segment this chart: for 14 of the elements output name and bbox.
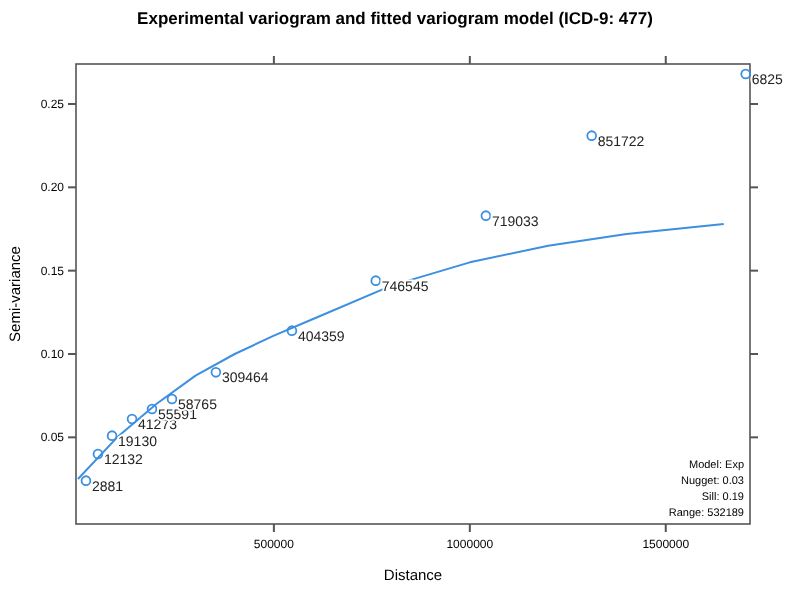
- line-series: [76, 223, 725, 480]
- chart-title: Experimental variogram and fitted variogram model (ICD-9: 477): [137, 8, 654, 28]
- point: [740, 68, 751, 80]
- point: [92, 448, 104, 460]
- point: [146, 403, 158, 415]
- point: [586, 130, 597, 141]
- point: [80, 475, 92, 486]
- point: [106, 430, 118, 441]
- point: [370, 275, 382, 286]
- point: [286, 325, 298, 336]
- point: [210, 367, 222, 378]
- point: [166, 393, 178, 405]
- point: [126, 413, 138, 425]
- point: [480, 210, 492, 221]
